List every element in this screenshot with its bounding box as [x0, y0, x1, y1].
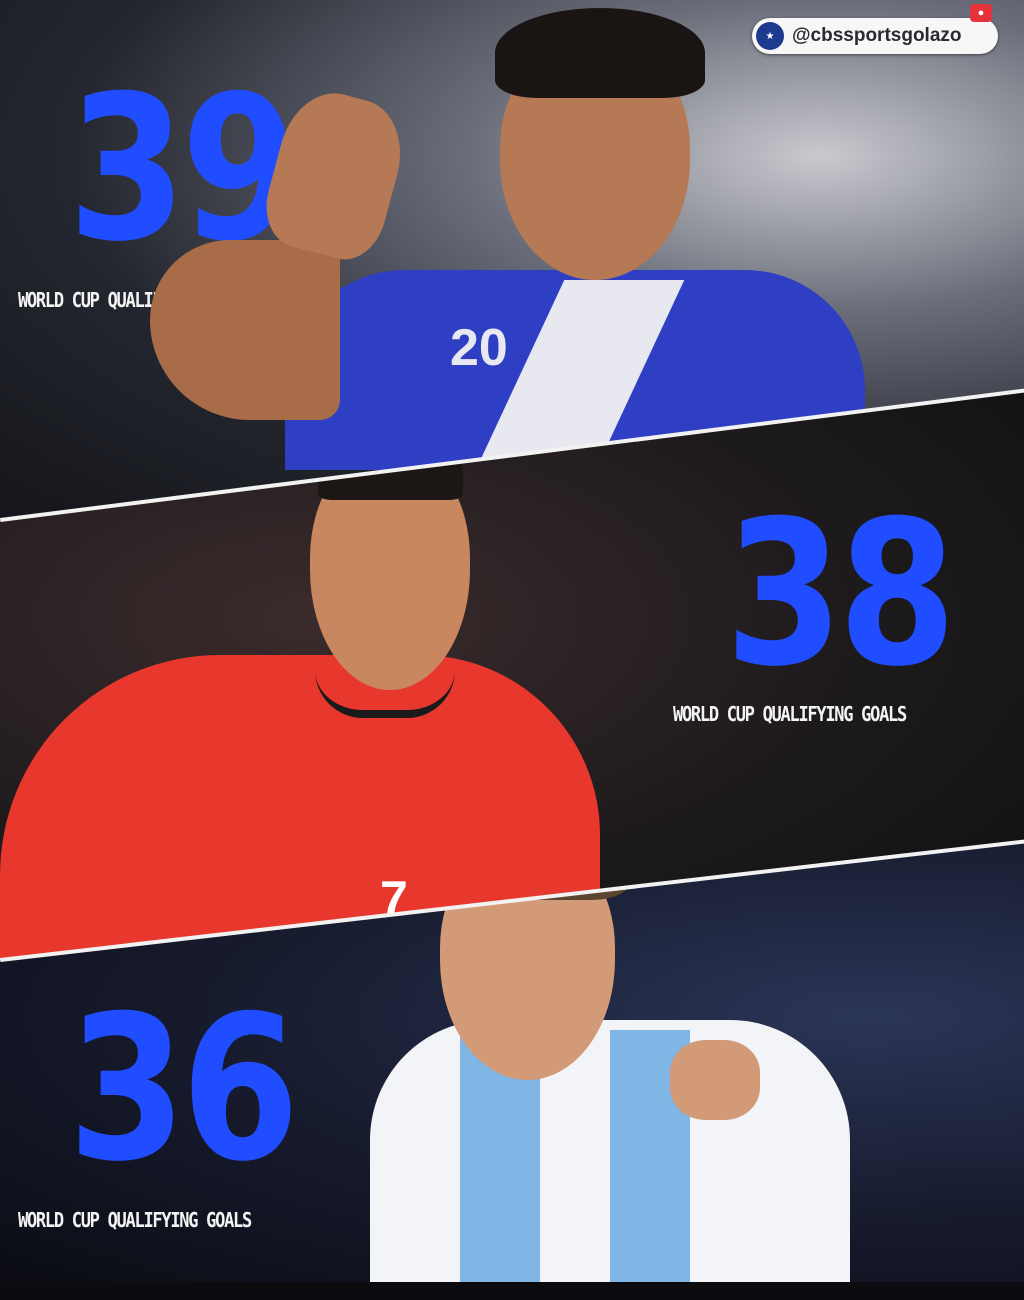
stat-number-2: 38 [725, 478, 956, 711]
stat-number-1: 39 [68, 53, 299, 286]
stat-label-2: WORLD CUP QUALIFYING GOALS [673, 702, 907, 726]
player-3-hand [670, 1040, 760, 1120]
stat-number-3: 36 [68, 973, 299, 1206]
person-notification-icon: ● [970, 4, 992, 22]
player-2-collar [315, 670, 455, 718]
stat-label-3: WORLD CUP QUALIFYING GOALS [18, 1208, 252, 1232]
player-1-kit-number: 20 [450, 319, 508, 377]
panel-1: WORLD CUP QUALIFYING GOALS 39 20 [0, 0, 1024, 520]
panel-3: 36 WORLD CUP QUALIFYING GOALS [0, 840, 1024, 1282]
watermark-badge: ★ @cbssportsgolazo [752, 18, 998, 54]
player-1-hair [495, 8, 705, 98]
player-1-arm [150, 240, 340, 420]
cbs-golazo-logo-icon: ★ [756, 22, 784, 50]
watermark-handle: @cbssportsgolazo [792, 25, 962, 46]
